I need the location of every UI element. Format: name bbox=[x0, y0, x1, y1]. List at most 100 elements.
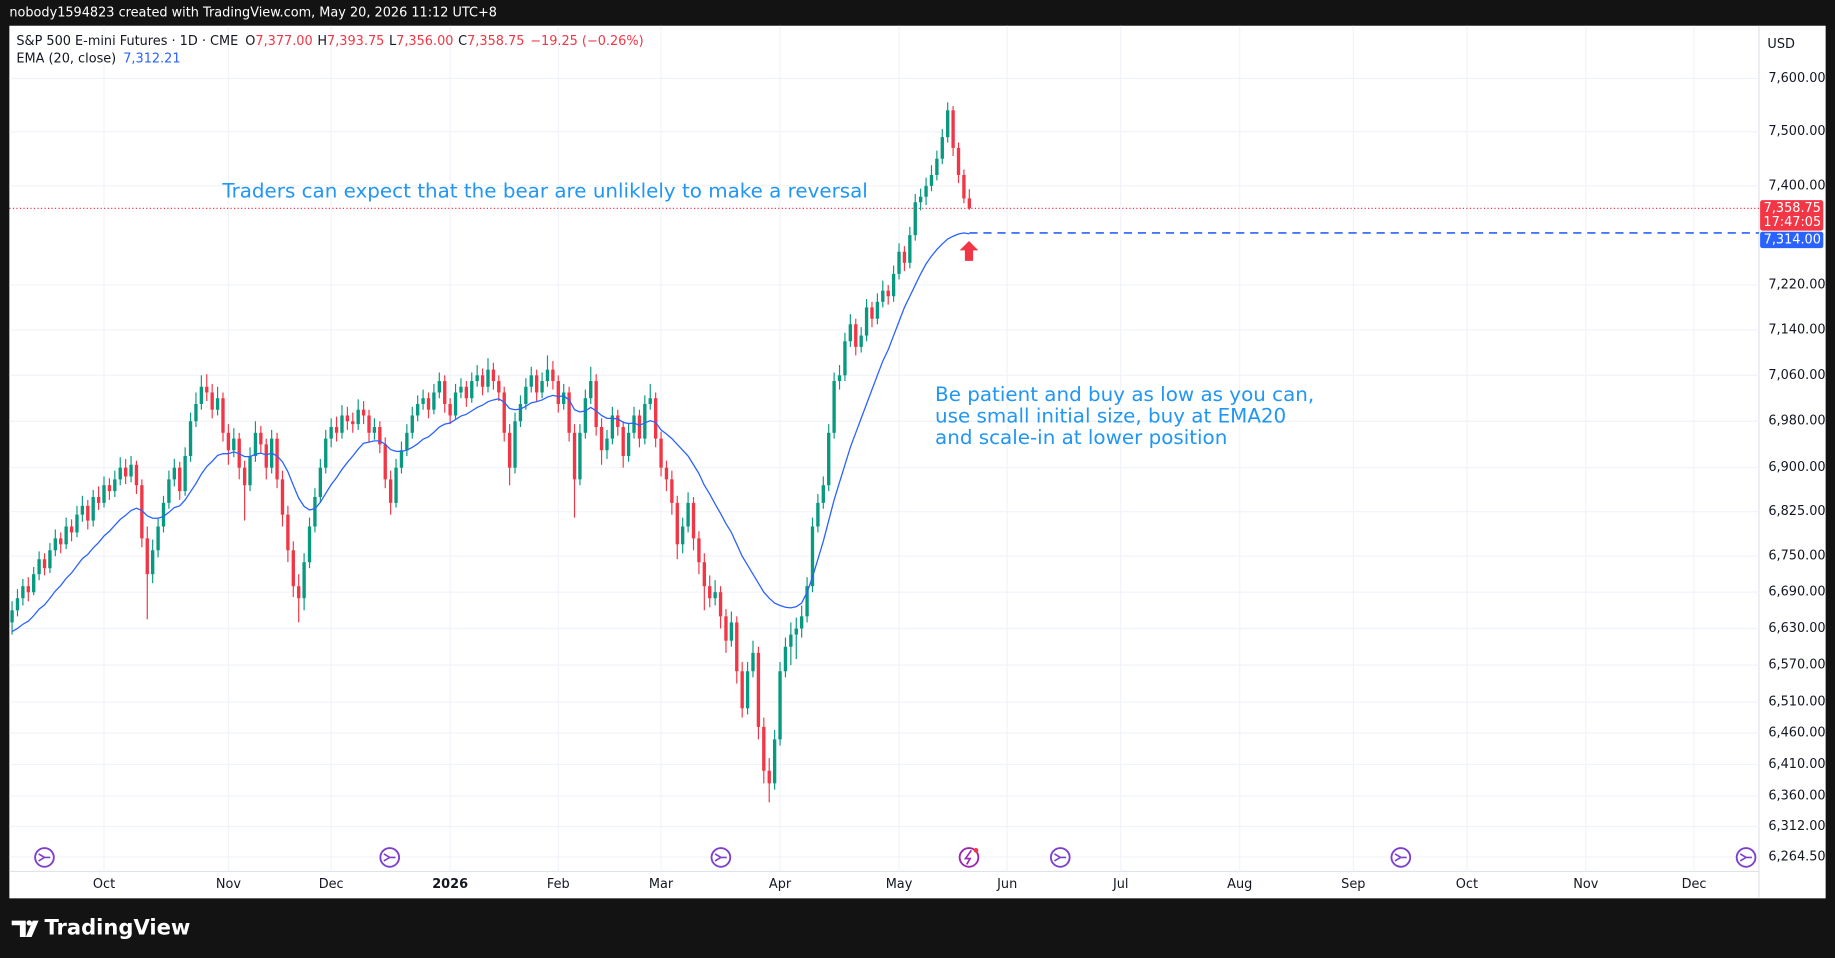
currency: USD bbox=[1767, 37, 1795, 52]
candle-body bbox=[69, 526, 74, 533]
candle-body bbox=[140, 485, 144, 539]
candle-body bbox=[578, 432, 582, 480]
candle-body bbox=[897, 251, 901, 274]
candle-body bbox=[621, 427, 625, 457]
candle-body bbox=[740, 671, 744, 709]
candle-body bbox=[659, 438, 663, 468]
candle-body bbox=[53, 538, 58, 551]
candle-body bbox=[286, 514, 290, 551]
x-tick-label: Sep bbox=[1341, 877, 1365, 892]
y-tick-label: 7,600.00 bbox=[1768, 71, 1825, 86]
candle-body bbox=[962, 174, 966, 199]
candle-body bbox=[221, 398, 225, 433]
event-icon[interactable] bbox=[379, 847, 401, 868]
candle-body bbox=[318, 467, 323, 497]
candle-body bbox=[80, 505, 85, 515]
candle-body bbox=[513, 421, 517, 468]
x-tick-label: Dec bbox=[319, 877, 344, 892]
candle-body bbox=[837, 375, 842, 382]
candle-body bbox=[226, 432, 231, 451]
legend-field-value: 7,377.00 bbox=[255, 33, 312, 48]
candle-body bbox=[751, 652, 755, 672]
legend-field-label: C bbox=[458, 33, 467, 48]
candle-body bbox=[459, 386, 463, 393]
candle-body bbox=[616, 415, 620, 428]
candle-body bbox=[778, 671, 782, 740]
legend-change: −19.25 (−0.26%) bbox=[530, 33, 643, 48]
candle-body bbox=[843, 341, 847, 376]
candle-body bbox=[497, 381, 501, 393]
candle-body bbox=[891, 273, 896, 297]
candle-body bbox=[448, 403, 452, 416]
price-tag bbox=[1760, 200, 1824, 231]
candle-body bbox=[870, 307, 874, 319]
event-icon[interactable] bbox=[1390, 847, 1412, 868]
legend-field-value: 7,358.75 bbox=[467, 33, 524, 48]
y-tick-label: 6,750.00 bbox=[1768, 549, 1825, 564]
y-tick-label: 6,410.00 bbox=[1768, 757, 1825, 772]
legend-field-value: 7,356.00 bbox=[396, 33, 453, 48]
y-tick-label: 6,264.50 bbox=[1768, 849, 1825, 864]
y-tick-label: 6,690.00 bbox=[1768, 585, 1825, 600]
candle-body bbox=[340, 415, 344, 433]
x-tick-label: Oct bbox=[1456, 877, 1478, 892]
candle-body bbox=[42, 559, 47, 569]
candle-body bbox=[886, 290, 890, 297]
event-icon[interactable] bbox=[1735, 847, 1757, 868]
annotation: Be patient and buy as low as you can, bbox=[935, 383, 1314, 406]
candle-body bbox=[816, 502, 820, 527]
y-tick-label: 6,630.00 bbox=[1768, 621, 1825, 636]
y-tick-label: 6,510.00 bbox=[1768, 695, 1825, 710]
candle-body bbox=[151, 550, 155, 575]
candle-body bbox=[875, 301, 880, 319]
candle-body bbox=[827, 432, 831, 486]
candle-body bbox=[248, 456, 252, 486]
candle-body bbox=[848, 324, 853, 342]
candle-body bbox=[908, 235, 912, 263]
x-tick-label: Mar bbox=[649, 877, 674, 892]
candle-body bbox=[15, 598, 20, 611]
candle-body bbox=[26, 586, 30, 593]
event-icon[interactable] bbox=[1049, 847, 1071, 868]
event-icon[interactable] bbox=[34, 847, 55, 868]
candle-body bbox=[215, 398, 220, 410]
event-icon[interactable] bbox=[710, 847, 732, 868]
candle-body bbox=[681, 526, 685, 545]
candle-body bbox=[232, 438, 236, 451]
candle-body bbox=[32, 574, 36, 593]
header-text: nobody1594823 created with TradingView.c… bbox=[9, 5, 497, 20]
candle-body bbox=[524, 386, 528, 404]
candle-body bbox=[178, 467, 182, 492]
candle-body bbox=[805, 586, 809, 617]
candle-body bbox=[643, 403, 647, 439]
candle-body bbox=[86, 505, 90, 521]
y-tick-label: 7,140.00 bbox=[1768, 322, 1825, 337]
candle-body bbox=[637, 415, 642, 439]
y-tick-label: 7,500.00 bbox=[1768, 124, 1825, 139]
candle-body bbox=[967, 198, 972, 209]
candle-body bbox=[188, 421, 193, 457]
candle-body bbox=[783, 646, 788, 672]
candle-body bbox=[59, 538, 63, 545]
candle-body bbox=[632, 415, 636, 433]
candle-body bbox=[534, 375, 539, 393]
x-tick-label: Jun bbox=[996, 877, 1017, 892]
candle-body bbox=[946, 110, 950, 138]
candle-body bbox=[324, 438, 328, 468]
event-icon[interactable] bbox=[958, 847, 980, 868]
ema-name: EMA (20, close) bbox=[16, 51, 116, 66]
candle-body bbox=[388, 479, 393, 503]
y-tick-label: 6,312.00 bbox=[1768, 819, 1825, 834]
candle-body bbox=[794, 628, 798, 635]
candle-body bbox=[540, 381, 544, 393]
candle-body bbox=[951, 110, 955, 148]
candle-body bbox=[486, 369, 490, 387]
candle-body bbox=[183, 456, 187, 492]
candle-body bbox=[410, 415, 414, 433]
candle-body bbox=[96, 496, 101, 503]
candle-body bbox=[361, 409, 366, 416]
candle-body bbox=[480, 375, 485, 387]
candle-body bbox=[334, 427, 339, 433]
candle-body bbox=[394, 467, 398, 503]
candle-body bbox=[172, 467, 176, 480]
